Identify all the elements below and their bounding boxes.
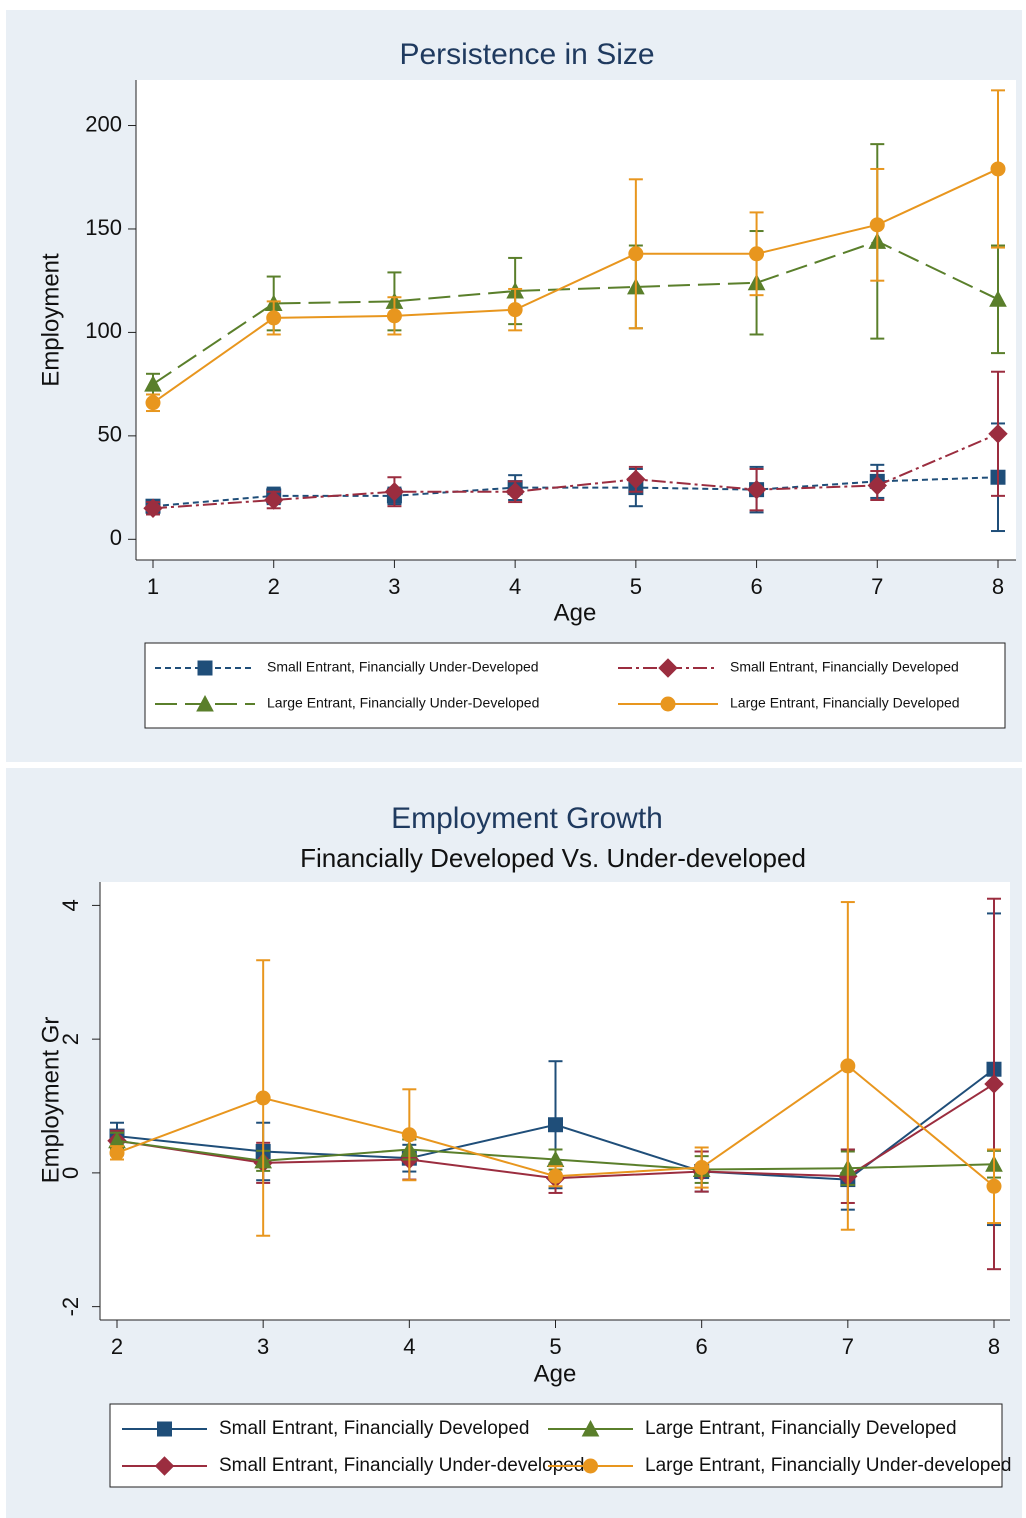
series-line <box>152 240 999 385</box>
marker <box>867 475 887 496</box>
y-tick-label: 100 <box>85 318 122 343</box>
legend-marker <box>154 1456 175 1476</box>
legend-label: Large Entrant, Financially Developed <box>730 695 960 711</box>
marker <box>109 1145 125 1161</box>
y-tick-label: 4 <box>58 899 83 911</box>
chart-title: Persistence in Size <box>399 38 654 71</box>
marker <box>386 308 402 324</box>
chart-subtitle: Financially Developed Vs. Under-develope… <box>300 843 806 873</box>
x-tick-label: 5 <box>630 574 642 599</box>
x-tick-label: 7 <box>842 1334 854 1359</box>
legend-label: Large Entrant, Financially Under-develop… <box>645 1455 1012 1476</box>
marker <box>505 482 525 502</box>
y-tick-label: -2 <box>58 1297 83 1317</box>
legend-box <box>109 1403 1003 1488</box>
marker <box>143 498 163 518</box>
marker <box>989 290 1007 307</box>
series <box>143 370 1008 518</box>
x-axis-label: Age <box>554 599 597 626</box>
y-tick-label: 200 <box>85 111 122 136</box>
x-tick-label: 2 <box>268 574 280 599</box>
y-axis-label: Employment <box>37 253 64 387</box>
marker <box>840 1058 856 1074</box>
series <box>145 89 1006 413</box>
marker <box>988 424 1008 444</box>
x-tick-label: 5 <box>549 1334 561 1359</box>
legend-marker <box>583 1458 598 1474</box>
legend-label: Large Entrant, Financially Under-Develop… <box>267 695 539 711</box>
x-tick-label: 3 <box>257 1334 269 1359</box>
marker <box>255 1090 271 1106</box>
x-tick-label: 8 <box>992 574 1004 599</box>
marker <box>548 1117 563 1133</box>
marker <box>401 1127 417 1143</box>
x-tick-label: 3 <box>388 574 400 599</box>
legend-box <box>144 642 1006 729</box>
marker <box>628 246 644 262</box>
series-line <box>152 476 999 508</box>
x-axis-label: Age <box>534 1360 577 1387</box>
legend-marker <box>157 1421 172 1437</box>
x-tick-label: 1 <box>147 574 159 599</box>
y-tick-label: 50 <box>98 422 122 447</box>
legend-label: Large Entrant, Financially Developed <box>645 1418 957 1439</box>
marker <box>264 490 284 510</box>
marker <box>986 1178 1002 1194</box>
x-tick-label: 4 <box>509 574 521 599</box>
legend-label: Small Entrant, Financially Developed <box>219 1418 530 1439</box>
marker <box>384 482 405 502</box>
x-tick-label: 2 <box>111 1334 123 1359</box>
y-tick-label: 150 <box>85 215 122 240</box>
series-line <box>152 168 999 404</box>
y-axis-label: Employment Gr <box>37 1017 64 1184</box>
legend-marker <box>196 694 214 712</box>
y-tick-label: 2 <box>58 1033 83 1045</box>
marker <box>145 395 161 411</box>
legend-label: Small Entrant, Financially Under-Develop… <box>267 659 539 675</box>
x-tick-label: 6 <box>696 1334 708 1359</box>
series-line <box>152 432 999 510</box>
x-tick-label: 8 <box>988 1334 1000 1359</box>
y-tick-label: 0 <box>58 1167 83 1179</box>
marker <box>548 1168 563 1184</box>
legend-marker <box>660 696 676 712</box>
x-tick-label: 4 <box>403 1334 415 1359</box>
legend-label: Small Entrant, Financially Under-develop… <box>219 1455 584 1476</box>
legend-marker <box>581 1419 600 1437</box>
marker <box>869 217 885 233</box>
marker <box>144 375 162 392</box>
y-tick-label: 0 <box>110 525 122 550</box>
marker <box>746 479 767 500</box>
marker <box>626 469 646 490</box>
series <box>109 901 1002 1237</box>
marker <box>984 1074 1004 1094</box>
plot-area <box>136 80 1016 560</box>
marker <box>990 161 1006 177</box>
marker <box>507 302 523 318</box>
marker <box>694 1160 710 1176</box>
legend-marker <box>197 660 213 676</box>
marker <box>749 246 765 262</box>
legend-marker <box>658 658 678 678</box>
x-tick-label: 7 <box>871 574 883 599</box>
x-tick-label: 6 <box>750 574 762 599</box>
marker <box>266 310 282 326</box>
legend-label: Small Entrant, Financially Developed <box>730 659 959 675</box>
chart-title: Employment Growth <box>391 802 663 835</box>
